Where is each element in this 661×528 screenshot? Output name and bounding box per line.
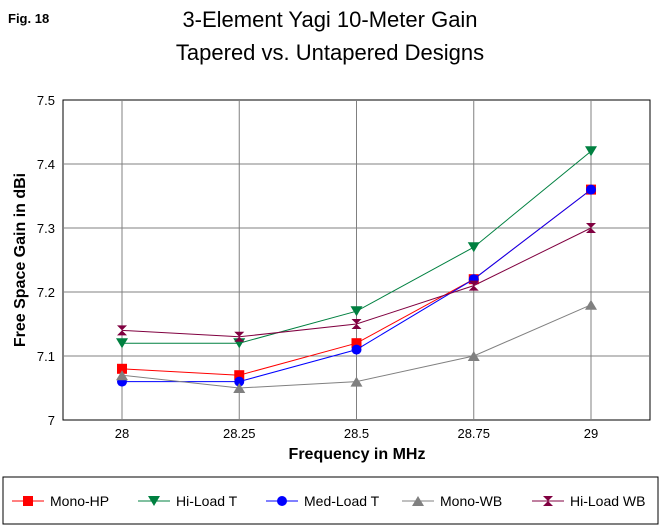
gridlines xyxy=(63,100,650,420)
y-tick-label: 7.5 xyxy=(37,93,55,108)
data-point-med-load-t xyxy=(351,344,362,355)
legend-label: Mono-WB xyxy=(440,493,502,509)
data-point-mono-wb xyxy=(467,351,480,361)
data-point-hi-load-t xyxy=(350,306,363,317)
legend-entries: Mono-HP Hi-Load T Med-Load T Mono-WB Hi-Load… xyxy=(12,493,645,509)
chart-subtitle: Tapered vs. Untapered Designs xyxy=(176,40,484,65)
data-point-hi-load-wb xyxy=(586,223,596,233)
y-tick-label: 7.1 xyxy=(37,349,55,364)
data-point-hi-load-wb xyxy=(234,331,245,342)
series-hi-load-wb xyxy=(117,223,596,342)
data-point-mono-wb xyxy=(233,383,246,393)
x-axis-label: Frequency in MHz xyxy=(289,446,426,463)
y-tick-label: 7.4 xyxy=(37,157,55,172)
data-point-mono-wb xyxy=(350,376,363,387)
legend-marker-mono-hp xyxy=(23,496,33,506)
data-point-med-load-t xyxy=(234,376,245,387)
legend-label: Hi-Load WB xyxy=(570,493,645,509)
x-tick-label: 28.75 xyxy=(457,426,490,441)
axis-ticks: 7 7.1 7.2 7.3 7.4 7.5 28 28.25 28.5 28.75 29 xyxy=(37,93,598,441)
data-point-hi-load-t xyxy=(585,146,597,157)
legend-label: Med-Load T xyxy=(304,493,380,509)
series-line-hi-load-wb xyxy=(121,227,592,338)
legend-marker-hi-load-t xyxy=(148,496,160,506)
legend-item-hi-load-wb: Hi-Load WB xyxy=(532,493,645,509)
data-point-hi-load-t xyxy=(116,338,128,349)
data-point-mono-wb xyxy=(585,299,597,310)
legend-item-mono-hp: Mono-HP xyxy=(12,493,109,509)
data-point-hi-load-wb xyxy=(117,325,127,336)
series-lines xyxy=(116,146,597,393)
legend-label: Hi-Load T xyxy=(176,493,238,509)
data-point-med-load-t xyxy=(586,184,596,195)
x-tick-label: 29 xyxy=(584,426,598,441)
y-tick-label: 7.3 xyxy=(37,221,55,236)
data-point-mono-wb xyxy=(116,370,128,381)
y-axis-label: Free Space Gain in dBi xyxy=(12,173,29,347)
y-tick-label: 7.2 xyxy=(37,285,55,300)
data-point-hi-load-t xyxy=(467,242,480,253)
x-tick-label: 28 xyxy=(115,426,129,441)
series-mono-wb xyxy=(116,299,597,393)
data-point-mono-hp xyxy=(117,363,127,374)
data-point-mono-hp xyxy=(234,370,245,381)
x-tick-label: 28.5 xyxy=(344,426,369,441)
legend-marker-hi-load-wb xyxy=(543,496,553,506)
chart-title: 3-Element Yagi 10-Meter Gain xyxy=(182,7,477,32)
legend-item-mono-wb: Mono-WB xyxy=(402,493,502,509)
legend-item-med-load-t: Med-Load T xyxy=(266,493,380,509)
legend-label: Mono-HP xyxy=(50,493,109,509)
legend-marker-med-load-t xyxy=(277,496,287,506)
y-tick-label: 7 xyxy=(48,413,55,428)
legend-item-hi-load-t: Hi-Load T xyxy=(138,493,238,509)
x-tick-label: 28.25 xyxy=(223,426,256,441)
data-point-hi-load-wb xyxy=(351,319,362,329)
data-point-mono-hp xyxy=(351,338,362,349)
legend-marker-mono-wb xyxy=(412,496,424,506)
data-point-hi-load-wb xyxy=(468,280,479,291)
figure-label: Fig. 18 xyxy=(8,11,49,26)
